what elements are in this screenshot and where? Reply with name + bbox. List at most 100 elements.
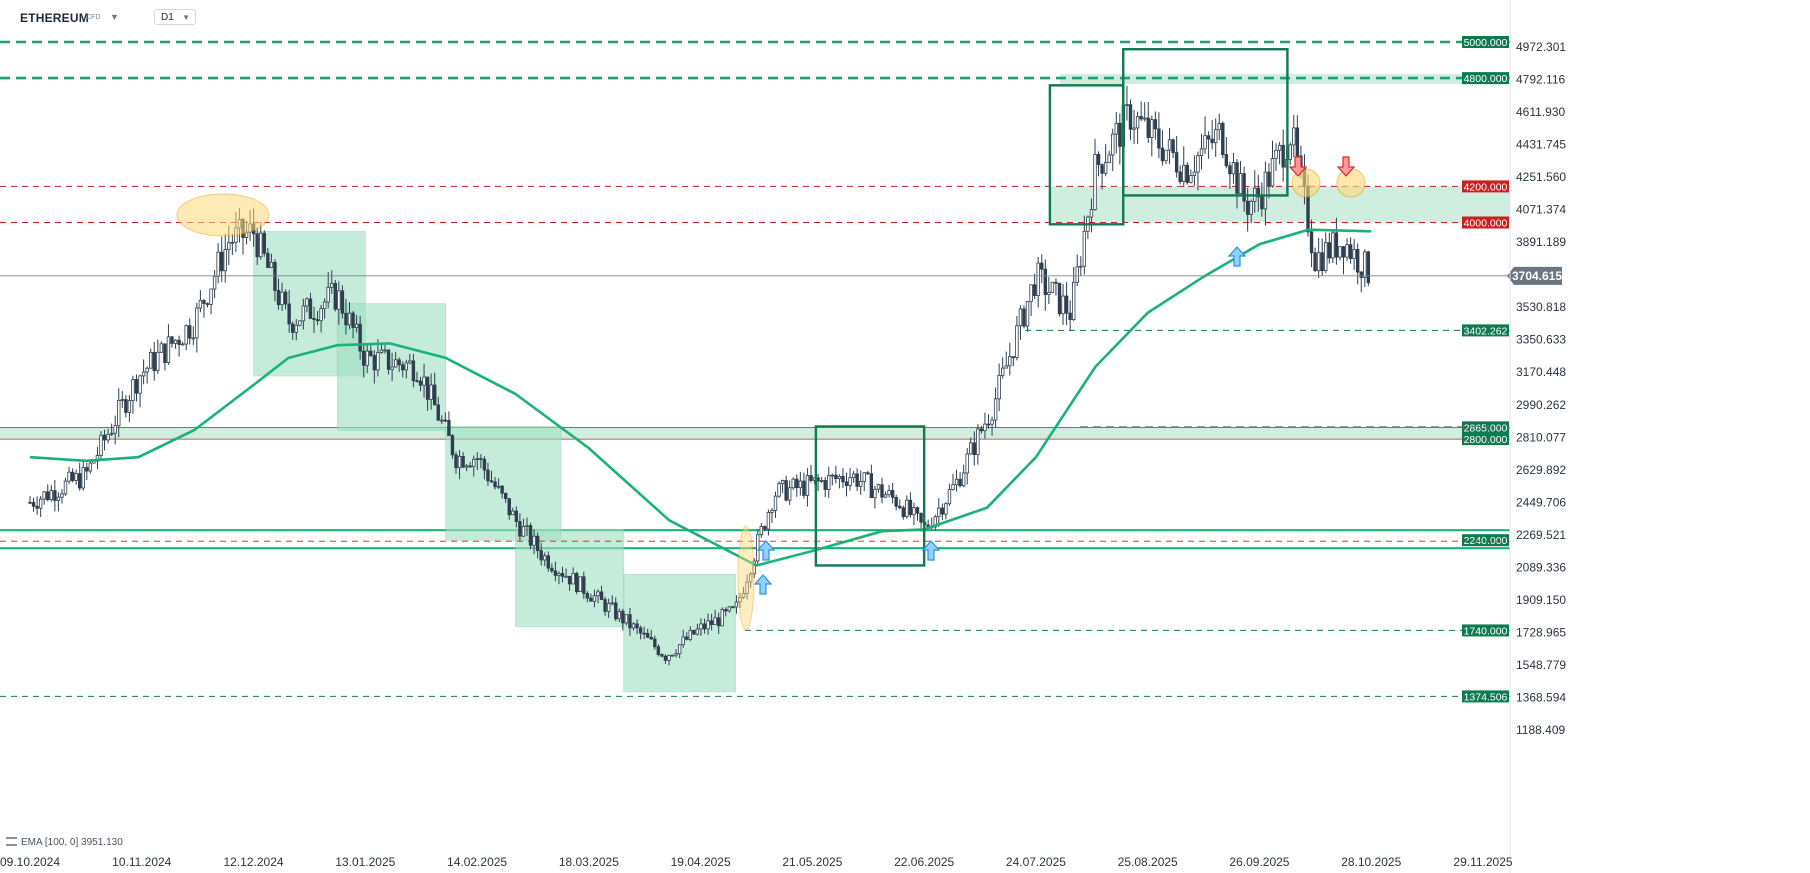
candle — [663, 654, 668, 664]
candle — [287, 290, 291, 333]
candle-body — [1270, 158, 1275, 187]
candle-body — [475, 458, 479, 460]
candle — [1001, 357, 1005, 379]
y-tick-label: 2990.262 — [1516, 398, 1566, 412]
candle — [837, 474, 842, 489]
level-tag-bg — [1462, 216, 1509, 229]
candle — [667, 654, 671, 666]
timeframe-select[interactable]: D1 ▼ — [154, 9, 196, 25]
candle-body — [60, 493, 64, 498]
candle-body — [202, 299, 206, 304]
candle — [319, 304, 323, 333]
candle-body — [1001, 367, 1005, 376]
candle-body — [411, 360, 416, 382]
candle-body — [102, 434, 107, 441]
candle — [564, 568, 568, 578]
candle-body — [1050, 281, 1055, 293]
candle — [1079, 256, 1083, 277]
axes-layer: 4972.301 4792.116 4611.930 4431.745 4251.560… — [0, 0, 1566, 873]
candle-body — [731, 606, 735, 609]
candle — [262, 230, 266, 257]
candle — [425, 376, 430, 412]
candle — [266, 247, 270, 268]
candle — [1139, 101, 1143, 122]
candle-body — [1334, 232, 1339, 258]
candle — [280, 282, 284, 312]
y-tick-label: 2449.706 — [1516, 495, 1566, 509]
candle-body — [81, 467, 85, 489]
candle-body — [1022, 308, 1026, 327]
candle — [308, 292, 313, 319]
candle — [269, 253, 274, 269]
candle-body — [1313, 252, 1317, 272]
candle — [1281, 129, 1285, 182]
candle-body — [976, 428, 980, 456]
candle-body — [667, 655, 671, 661]
candle — [468, 461, 472, 468]
candle — [1366, 250, 1371, 287]
candle-body — [28, 501, 32, 504]
candle-body — [386, 349, 391, 370]
candle-body — [159, 343, 164, 353]
bottom-highlight-ellipse — [737, 525, 755, 631]
candle — [557, 571, 561, 585]
candle — [816, 473, 820, 491]
symbol-name[interactable]: ETHEREUM — [20, 11, 89, 25]
symbol-dropdown-icon[interactable]: ▼ — [110, 12, 119, 22]
candle — [844, 472, 849, 497]
candle — [219, 236, 224, 283]
candle — [188, 318, 192, 345]
candle-body — [500, 485, 504, 494]
candle — [447, 411, 451, 437]
candle — [1348, 237, 1353, 264]
candle-body — [965, 453, 969, 474]
candle-body — [1242, 173, 1246, 202]
candle — [1022, 305, 1026, 329]
candle-body — [1217, 122, 1221, 131]
candle — [606, 598, 611, 618]
candle — [351, 311, 355, 339]
candle-body — [152, 351, 156, 371]
candle — [212, 269, 217, 299]
x-tick-label: 29.11.2025 — [1453, 855, 1512, 869]
candle-body — [819, 480, 824, 482]
candle-body — [1072, 281, 1076, 320]
candle-body — [1082, 230, 1087, 267]
candle-body — [709, 620, 714, 626]
candle — [805, 468, 810, 507]
candle — [486, 462, 490, 486]
level-tag-3: 4000.000 — [1462, 216, 1509, 230]
level-tag-bg — [1462, 421, 1509, 434]
candle-body — [493, 481, 497, 488]
candle — [166, 324, 171, 365]
candle-body — [734, 601, 739, 608]
candle-body — [1235, 162, 1239, 194]
candle-body — [351, 312, 355, 328]
candle-body — [1008, 356, 1012, 367]
candle-body — [1114, 122, 1118, 135]
candle-body — [1182, 164, 1186, 182]
candle-body — [1160, 147, 1165, 162]
candle — [1032, 273, 1037, 299]
candle-body — [372, 355, 377, 371]
candle-body — [468, 465, 472, 468]
candle — [1150, 115, 1154, 157]
candle-body — [1153, 119, 1158, 130]
candle — [464, 464, 469, 472]
candle — [1103, 143, 1108, 177]
candle-body — [969, 442, 973, 455]
candle-body — [610, 602, 614, 605]
candle — [1309, 219, 1314, 268]
candle — [756, 529, 760, 567]
indicator-legend[interactable]: EMA [100, 0] 3951.130 — [6, 837, 123, 848]
candle-body — [461, 455, 465, 468]
buy-arrow-4 — [1227, 246, 1247, 267]
ema-layer — [29, 228, 1372, 567]
candle — [717, 612, 721, 634]
candle-body — [1167, 139, 1172, 151]
candle — [773, 491, 778, 518]
candle — [1228, 161, 1232, 189]
candle-body — [120, 399, 124, 401]
candle — [397, 357, 401, 372]
